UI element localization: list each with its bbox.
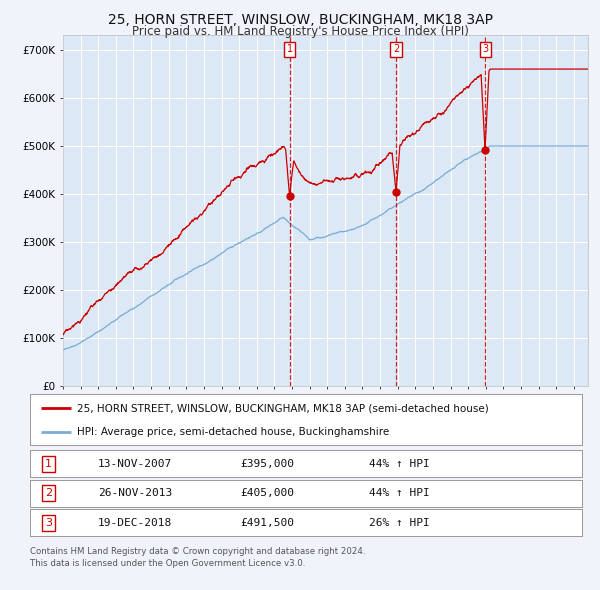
Text: HPI: Average price, semi-detached house, Buckinghamshire: HPI: Average price, semi-detached house,… [77, 428, 389, 437]
Text: This data is licensed under the Open Government Licence v3.0.: This data is licensed under the Open Gov… [30, 559, 305, 568]
Text: 1: 1 [287, 44, 293, 54]
Text: Contains HM Land Registry data © Crown copyright and database right 2024.: Contains HM Land Registry data © Crown c… [30, 547, 365, 556]
Text: 3: 3 [45, 518, 52, 527]
Text: 26-NOV-2013: 26-NOV-2013 [98, 489, 172, 498]
Text: £491,500: £491,500 [241, 518, 295, 527]
Text: 25, HORN STREET, WINSLOW, BUCKINGHAM, MK18 3AP: 25, HORN STREET, WINSLOW, BUCKINGHAM, MK… [107, 13, 493, 27]
Text: 1: 1 [45, 459, 52, 468]
Text: £395,000: £395,000 [241, 459, 295, 468]
Text: 44% ↑ HPI: 44% ↑ HPI [370, 459, 430, 468]
Text: Price paid vs. HM Land Registry's House Price Index (HPI): Price paid vs. HM Land Registry's House … [131, 25, 469, 38]
Text: 26% ↑ HPI: 26% ↑ HPI [370, 518, 430, 527]
Text: 2: 2 [393, 44, 399, 54]
Text: 13-NOV-2007: 13-NOV-2007 [98, 459, 172, 468]
Text: £405,000: £405,000 [241, 489, 295, 498]
Text: 25, HORN STREET, WINSLOW, BUCKINGHAM, MK18 3AP (semi-detached house): 25, HORN STREET, WINSLOW, BUCKINGHAM, MK… [77, 403, 488, 413]
Text: 3: 3 [482, 44, 488, 54]
Text: 19-DEC-2018: 19-DEC-2018 [98, 518, 172, 527]
Text: 44% ↑ HPI: 44% ↑ HPI [370, 489, 430, 498]
Text: 2: 2 [44, 489, 52, 498]
